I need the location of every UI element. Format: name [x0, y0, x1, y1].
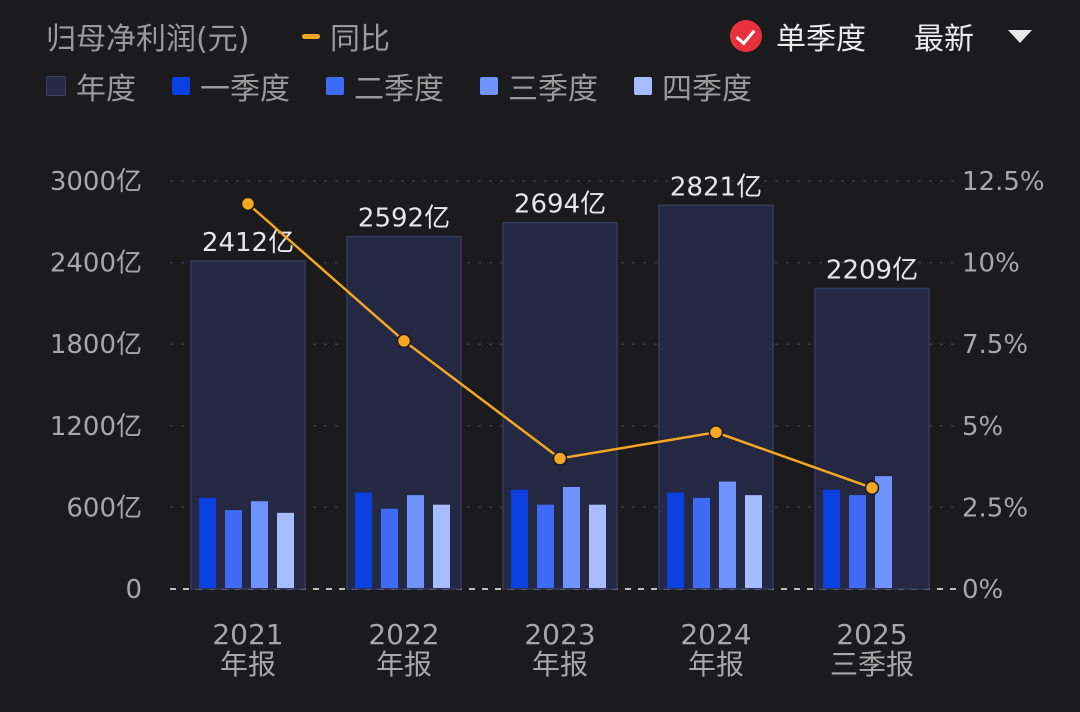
legend-swatch-q3	[480, 77, 498, 95]
y-left-tick-label: 0	[125, 575, 142, 605]
y-left-tick-label: 1800亿	[50, 330, 142, 360]
x-tick-label: 2025	[836, 618, 907, 651]
x-tick-label: 年报	[688, 648, 744, 681]
yoy-point	[708, 425, 724, 440]
legend-item-q1[interactable]: 一季度	[172, 64, 290, 108]
x-tick-label: 三季报	[830, 648, 914, 681]
quarter-bar-3	[563, 487, 580, 588]
legend-item-q3[interactable]: 三季度	[480, 64, 598, 108]
y-right-tick-label: 0%	[962, 575, 1003, 605]
period-dropdown-label: 最新	[914, 22, 974, 57]
annual-value-label: 2412亿	[202, 228, 294, 258]
quarter-bar-4	[589, 504, 606, 588]
yoy-point	[396, 333, 412, 349]
y-left-tick-label: 3000亿	[50, 167, 142, 197]
legend-label: 二季度	[354, 72, 444, 107]
quarter-bar-1	[667, 492, 684, 588]
caret-down-icon	[1008, 29, 1032, 43]
chart-header: 归母净利润(元) 同比 单季度 最新 年度 一季度 二季度 三季度 四季度	[0, 0, 1080, 112]
quarter-bar-2	[225, 510, 242, 588]
legend-swatch-q2	[326, 77, 344, 95]
chart-title: 归母净利润(元)	[46, 22, 250, 57]
legend-label: 一季度	[200, 72, 290, 107]
period-dropdown[interactable]: 最新	[914, 14, 1032, 58]
legend-item-q2[interactable]: 二季度	[326, 64, 444, 108]
legend-item-annual[interactable]: 年度	[46, 64, 136, 108]
y-right-tick-label: 7.5%	[962, 330, 1028, 360]
quarter-bar-4	[745, 495, 762, 588]
yoy-legend-label: 同比	[330, 22, 390, 57]
x-tick-label: 2024	[680, 618, 751, 651]
quarter-bar-2	[693, 497, 710, 588]
yoy-point	[552, 451, 568, 466]
x-tick-label: 2021	[212, 618, 283, 651]
y-left-tick-label: 1200亿	[50, 412, 142, 442]
legend-label: 年度	[76, 72, 136, 107]
legend-swatch-q4	[634, 77, 652, 95]
quarter-bar-3	[719, 481, 736, 588]
legend-label: 四季度	[662, 72, 752, 107]
y-left-tick-label: 600亿	[66, 493, 142, 523]
legend-swatch-q1	[172, 77, 190, 95]
yoy-point	[864, 480, 880, 496]
quarter-bar-3	[875, 476, 892, 588]
yoy-legend: 同比	[302, 14, 390, 58]
quarter-bar-1	[511, 489, 528, 588]
x-tick-label: 2023	[524, 618, 595, 651]
legend-swatch-annual	[46, 76, 66, 96]
legend: 年度 一季度 二季度 三季度 四季度	[46, 64, 788, 108]
annual-value-label: 2821亿	[670, 172, 762, 202]
legend-label: 三季度	[508, 72, 598, 107]
quarter-bar-4	[433, 504, 450, 588]
x-tick-label: 年报	[376, 648, 432, 681]
y-right-tick-label: 10%	[962, 249, 1020, 279]
y-right-tick-label: 5%	[962, 412, 1003, 442]
quarter-bar-1	[199, 497, 216, 588]
x-tick-label: 2022	[368, 618, 439, 651]
y-right-tick-label: 2.5%	[962, 493, 1028, 523]
yoy-line-swatch	[302, 33, 320, 39]
single-quarter-toggle[interactable]: 单季度	[730, 14, 866, 58]
annual-value-label: 2694亿	[514, 190, 606, 220]
quarter-bar-2	[849, 495, 866, 588]
quarter-bar-4	[277, 512, 294, 588]
y-left-tick-label: 2400亿	[50, 249, 142, 279]
legend-item-q4[interactable]: 四季度	[634, 64, 752, 108]
quarter-bar-3	[251, 501, 268, 588]
single-quarter-label: 单季度	[776, 22, 866, 57]
quarter-bar-3	[407, 495, 424, 588]
quarter-bar-1	[355, 492, 372, 588]
quarter-bar-1	[823, 489, 840, 588]
yoy-point	[240, 196, 256, 212]
annual-value-label: 2592亿	[358, 203, 450, 233]
x-tick-label: 年报	[532, 648, 588, 681]
quarter-bar-2	[537, 504, 554, 588]
quarter-bar-2	[381, 508, 398, 588]
annual-value-label: 2209亿	[826, 256, 918, 286]
y-right-tick-label: 12.5%	[962, 167, 1045, 197]
x-tick-label: 年报	[220, 648, 276, 681]
check-circle-icon	[730, 20, 762, 52]
